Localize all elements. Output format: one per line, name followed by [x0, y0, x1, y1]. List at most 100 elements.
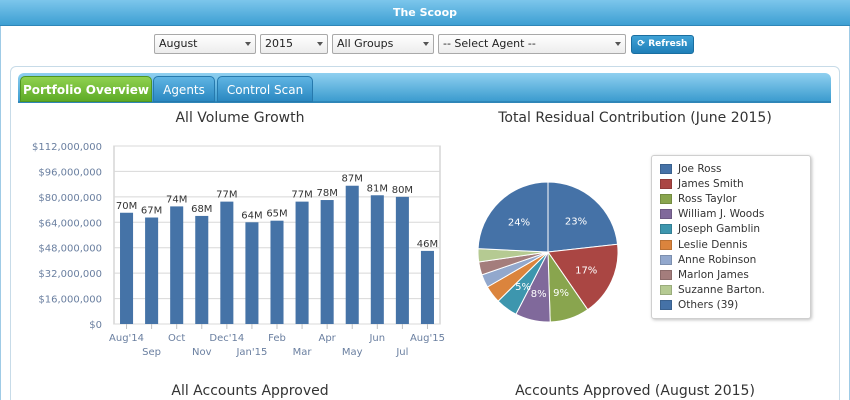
- x-tick-label: Sep: [142, 347, 161, 358]
- legend-item[interactable]: William J. Woods: [660, 207, 810, 222]
- y-tick-label: $64,000,000: [38, 218, 102, 229]
- bar[interactable]: [345, 185, 359, 324]
- chevron-down-icon: [245, 42, 251, 46]
- legend-swatch: [660, 285, 672, 296]
- refresh-button[interactable]: ⟳ Refresh: [631, 35, 694, 54]
- legend-item[interactable]: Ross Taylor: [660, 191, 810, 206]
- bar[interactable]: [120, 212, 134, 324]
- year-select[interactable]: 2015: [260, 34, 328, 54]
- bar-data-label: 74M: [166, 194, 187, 205]
- bar[interactable]: [420, 250, 434, 324]
- x-tick-label: Nov: [192, 347, 212, 358]
- bar[interactable]: [395, 196, 409, 324]
- x-tick-label: Oct: [168, 333, 185, 344]
- legend-swatch: [660, 224, 672, 235]
- month-select[interactable]: August: [154, 34, 256, 54]
- refresh-button-label: Refresh: [648, 39, 688, 49]
- pie-data-label: 24%: [508, 218, 530, 229]
- x-tick-label: Aug'15: [410, 333, 445, 344]
- y-tick-label: $80,000,000: [38, 193, 102, 204]
- x-tick-label: Feb: [268, 333, 286, 344]
- filter-toolbar: August 2015 All Groups -- Select Agent -…: [0, 34, 850, 56]
- bar[interactable]: [220, 201, 234, 324]
- legend-swatch: [660, 300, 672, 311]
- legend-item[interactable]: Joseph Gamblin: [660, 222, 810, 237]
- bar-data-label: 67M: [141, 206, 162, 217]
- bar[interactable]: [320, 200, 334, 324]
- legend-swatch: [660, 178, 672, 189]
- pie-slice[interactable]: [477, 181, 549, 253]
- pie-slice[interactable]: [547, 243, 619, 311]
- refresh-icon: ⟳: [637, 39, 646, 49]
- x-tick-label: Dec'14: [209, 333, 244, 344]
- group-select-value: All Groups: [337, 37, 394, 50]
- tab-control-scan[interactable]: Control Scan: [217, 76, 313, 102]
- bar-data-label: 77M: [216, 190, 237, 201]
- pie-data-label: 5%: [515, 282, 531, 293]
- legend-swatch: [660, 254, 672, 265]
- legend-label: Anne Robinson: [678, 253, 757, 266]
- legend-swatch: [660, 163, 672, 174]
- bar[interactable]: [170, 206, 184, 324]
- x-tick-label: Apr: [318, 333, 336, 344]
- legend-item[interactable]: Leslie Dennis: [660, 237, 810, 252]
- y-tick-label: $48,000,000: [38, 244, 102, 255]
- bar-data-label: 65M: [266, 209, 287, 220]
- legend-item[interactable]: Marlon James: [660, 267, 810, 282]
- legend-swatch: [660, 193, 672, 204]
- agent-select-value: -- Select Agent --: [443, 37, 536, 50]
- legend-item[interactable]: Suzanne Barton.: [660, 283, 810, 298]
- x-tick-label: Mar: [293, 347, 313, 358]
- legend-swatch: [660, 209, 672, 220]
- chevron-down-icon: [615, 42, 621, 46]
- tab-portfolio-overview[interactable]: Portfolio Overview: [20, 76, 152, 102]
- pie-data-label: 17%: [575, 265, 597, 276]
- app-title-bar: The Scoop: [0, 0, 850, 26]
- legend-label: Leslie Dennis: [678, 238, 748, 251]
- legend-item[interactable]: James Smith: [660, 176, 810, 191]
- y-tick-label: $96,000,000: [38, 167, 102, 178]
- pie-legend: Joe Ross James Smith Ross Taylor William J.…: [651, 155, 811, 319]
- residual-chart-title: Total Residual Contribution (June 2015): [498, 110, 772, 126]
- bar-data-label: 64M: [241, 210, 262, 221]
- legend-label: William J. Woods: [678, 208, 765, 221]
- bar[interactable]: [195, 215, 209, 324]
- bar[interactable]: [245, 222, 259, 324]
- volume-chart-title: All Volume Growth: [175, 110, 305, 126]
- bar-data-label: 46M: [417, 239, 438, 250]
- bar[interactable]: [270, 220, 284, 324]
- legend-label: Ross Taylor: [678, 192, 737, 205]
- legend-swatch: [660, 239, 672, 250]
- x-tick-label: Jun: [368, 333, 385, 344]
- chevron-down-icon: [317, 42, 323, 46]
- approved-chart-title: All Accounts Approved: [171, 383, 329, 399]
- tab-label: Portfolio Overview: [22, 83, 150, 97]
- x-tick-label: Aug'14: [109, 333, 144, 344]
- chevron-down-icon: [423, 42, 429, 46]
- bar[interactable]: [370, 195, 384, 324]
- pie-data-label: 23%: [565, 217, 587, 228]
- legend-item[interactable]: Anne Robinson: [660, 252, 810, 267]
- bar-data-label: 81M: [367, 183, 388, 194]
- bar-data-label: 80M: [392, 185, 413, 196]
- pie-data-label: 9%: [553, 288, 569, 299]
- x-tick-label: Jul: [395, 347, 408, 358]
- legend-swatch: [660, 269, 672, 280]
- year-select-value: 2015: [265, 37, 293, 50]
- y-tick-label: $112,000,000: [32, 142, 102, 153]
- bar[interactable]: [145, 217, 159, 324]
- pie-slice[interactable]: [547, 181, 619, 253]
- pie-data-label: 8%: [531, 289, 547, 300]
- tab-agents[interactable]: Agents: [153, 76, 215, 102]
- legend-item[interactable]: Joe Ross: [660, 161, 810, 176]
- bar-data-label: 70M: [116, 201, 137, 212]
- agent-select[interactable]: -- Select Agent --: [438, 34, 626, 54]
- month-select-value: August: [159, 37, 198, 50]
- legend-label: Marlon James: [678, 268, 749, 281]
- bar[interactable]: [295, 201, 309, 324]
- tab-label: Control Scan: [226, 83, 304, 97]
- group-select[interactable]: All Groups: [332, 34, 434, 54]
- legend-item[interactable]: Others (39): [660, 298, 810, 313]
